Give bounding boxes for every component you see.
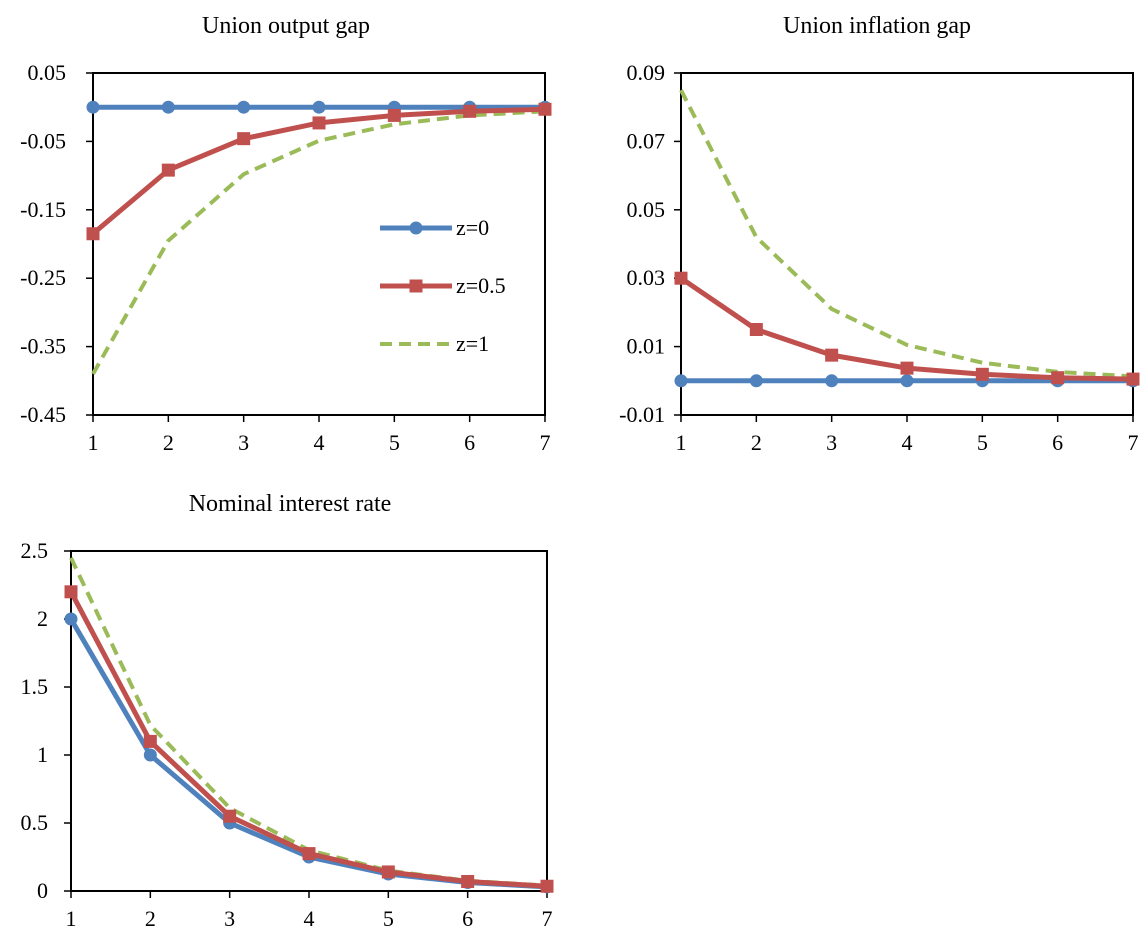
y-tick-label: -0.01 — [619, 402, 665, 427]
data-point-square — [86, 227, 100, 241]
y-tick-label: 0.05 — [627, 197, 666, 222]
chart-title: Union inflation gap — [783, 13, 971, 39]
y-tick-label: 0 — [37, 878, 48, 903]
data-point-circle — [64, 612, 78, 626]
x-tick-label: 2 — [163, 430, 174, 455]
data-point-circle — [161, 100, 175, 114]
x-tick-label: 2 — [145, 906, 156, 931]
series-line-z-0 — [68, 617, 548, 890]
legend: z=0 z=0.5 z=1 — [380, 215, 506, 356]
data-point-square — [1126, 372, 1140, 386]
legend-marker-circle — [409, 221, 423, 235]
x-tick-label: 7 — [542, 906, 553, 931]
data-point-square — [143, 734, 157, 748]
x-tick-label: 3 — [826, 430, 837, 455]
series-line-z-1 — [679, 89, 1134, 379]
data-point-square — [381, 865, 395, 879]
data-point-square — [674, 271, 688, 285]
y-tick-label: 2.5 — [21, 538, 49, 563]
x-tick-label: 3 — [224, 906, 235, 931]
legend-label: z=1 — [456, 331, 489, 356]
data-point-square — [237, 132, 251, 146]
chart-title: Union output gap — [202, 13, 370, 39]
y-tick-label: 1 — [37, 742, 48, 767]
data-point-square — [540, 879, 554, 893]
y-tick-label: -0.15 — [20, 197, 66, 222]
data-point-circle — [86, 100, 100, 114]
x-tick-label: 4 — [304, 906, 315, 931]
x-tick-label: 7 — [540, 430, 551, 455]
y-tick-label: 0.07 — [627, 128, 666, 153]
x-tick-label: 6 — [462, 906, 473, 931]
data-point-square — [463, 104, 477, 118]
x-tick-label: 1 — [88, 430, 99, 455]
data-point-square — [302, 847, 316, 861]
y-tick-label: -0.35 — [20, 334, 66, 359]
chart-panel-1: Union output gap 0.05 -0.05 -0.15 -0.25 -0.35… — [20, 13, 552, 455]
y-tick-label: 2 — [37, 606, 48, 631]
y-tick-label: 1.5 — [21, 674, 49, 699]
x-tick-label: 1 — [676, 430, 687, 455]
legend-label: z=0 — [456, 215, 489, 240]
x-tick-label: 3 — [238, 430, 249, 455]
data-point-square — [538, 102, 552, 116]
series-line-z-1 — [91, 109, 546, 375]
data-point-square — [825, 348, 839, 362]
data-point-circle — [749, 374, 763, 388]
data-point-square — [312, 116, 326, 130]
y-tick-label: 0.5 — [21, 810, 49, 835]
x-tick-label: 5 — [389, 430, 400, 455]
data-point-circle — [237, 100, 251, 114]
y-tick-label: -0.45 — [20, 402, 66, 427]
plot-frame — [70, 550, 548, 892]
x-tick-label: 6 — [1052, 430, 1063, 455]
legend-label: z=0.5 — [456, 273, 506, 298]
x-tick-label: 7 — [1128, 430, 1139, 455]
x-tick-label: 1 — [66, 906, 77, 931]
y-tick-label: -0.25 — [20, 265, 66, 290]
data-point-circle — [825, 374, 839, 388]
data-point-circle — [312, 100, 326, 114]
data-point-square — [461, 874, 475, 888]
data-point-square — [1051, 371, 1065, 385]
y-tick-label: 0.05 — [28, 60, 67, 85]
y-tick-label: -0.05 — [20, 128, 66, 153]
data-point-square — [900, 361, 914, 375]
data-point-circle — [674, 374, 688, 388]
chart-title: Nominal interest rate — [189, 491, 392, 517]
y-tick-label: 0.09 — [627, 60, 666, 85]
data-point-square — [387, 108, 401, 122]
data-point-square — [223, 809, 237, 823]
x-tick-label: 6 — [464, 430, 475, 455]
x-tick-label: 5 — [383, 906, 394, 931]
data-point-square — [975, 367, 989, 381]
data-point-circle — [143, 748, 157, 762]
chart-panel-2: Union inflation gap 0.09 0.07 0.05 0.03 0.01 -… — [619, 13, 1140, 455]
x-tick-label: 5 — [977, 430, 988, 455]
data-point-square — [749, 323, 763, 336]
data-point-square — [64, 585, 78, 599]
y-tick-label: 0.03 — [627, 265, 666, 290]
x-tick-label: 2 — [751, 430, 762, 455]
x-tick-label: 4 — [902, 430, 913, 455]
y-tick-label: 0.01 — [627, 334, 666, 359]
x-tick-label: 4 — [314, 430, 325, 455]
data-point-square — [161, 163, 175, 177]
legend-marker-square — [409, 279, 423, 293]
data-point-circle — [900, 374, 914, 388]
